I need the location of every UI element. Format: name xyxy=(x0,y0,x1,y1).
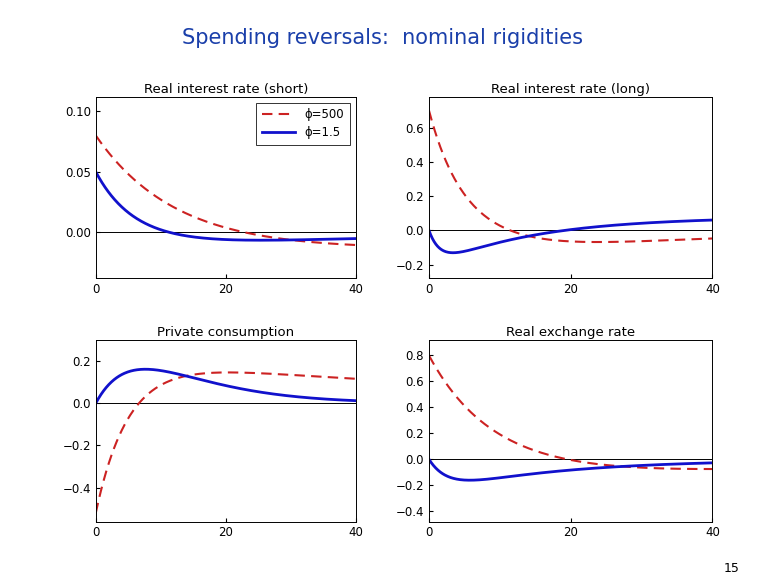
Title: Real interest rate (long): Real interest rate (long) xyxy=(491,83,650,96)
Title: Real interest rate (short): Real interest rate (short) xyxy=(144,83,308,96)
Legend: ϕ=500, ϕ=1.5: ϕ=500, ϕ=1.5 xyxy=(257,103,350,145)
Title: Real exchange rate: Real exchange rate xyxy=(506,326,635,339)
Title: Private consumption: Private consumption xyxy=(157,326,295,339)
Text: Spending reversals:  nominal rigidities: Spending reversals: nominal rigidities xyxy=(182,28,584,48)
Text: 15: 15 xyxy=(723,563,739,575)
